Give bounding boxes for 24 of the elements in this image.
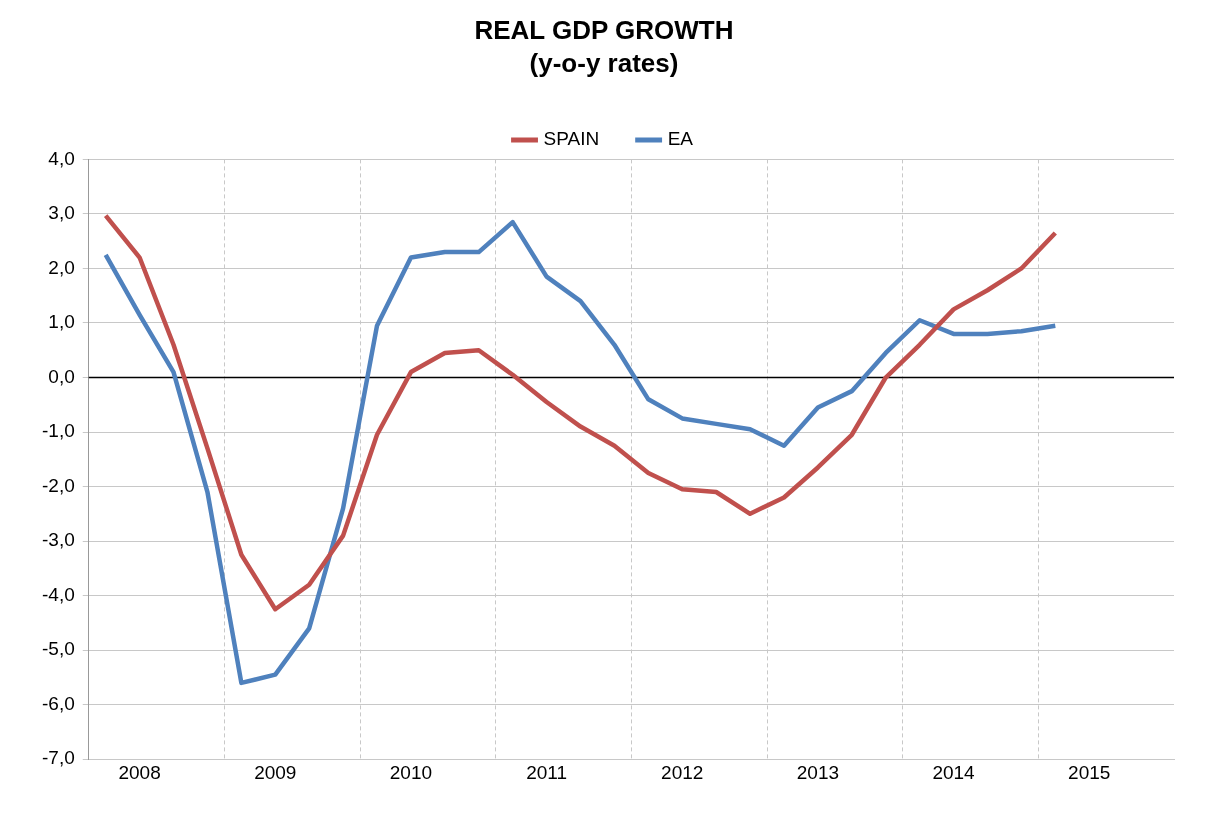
y-tick-label: -2,0 — [41, 474, 75, 496]
x-tick-label: 2010 — [389, 761, 433, 783]
y-tick-label: 1,0 — [48, 311, 75, 333]
chart-subtitle: (y-o-y rates) — [529, 47, 679, 78]
x-tick-label: 2009 — [254, 761, 297, 783]
y-tick-label: -4,0 — [41, 583, 75, 605]
y-tick-label: -5,0 — [41, 638, 75, 660]
x-tick-label: 2008 — [118, 761, 161, 783]
x-tick-label: 2015 — [1068, 761, 1111, 783]
x-tick-label: 2011 — [526, 761, 568, 783]
y-tick-label: -6,0 — [41, 692, 75, 714]
legend-label: SPAIN — [543, 128, 600, 150]
chart-title: REAL GDP GROWTH — [474, 14, 734, 45]
x-tick-label: 2014 — [932, 761, 976, 783]
y-tick-label: -3,0 — [41, 529, 75, 551]
y-tick-label: 2,0 — [48, 256, 75, 278]
x-tick-label: 2013 — [796, 761, 840, 783]
y-tick-label: 3,0 — [48, 202, 75, 224]
legend-label: EA — [667, 128, 694, 150]
y-tick-label: 0,0 — [48, 365, 75, 387]
y-tick-label: -1,0 — [41, 420, 75, 442]
y-tick-label: -7,0 — [41, 747, 75, 769]
y-tick-label: 4,0 — [48, 147, 75, 169]
x-tick-label: 2012 — [661, 761, 704, 783]
